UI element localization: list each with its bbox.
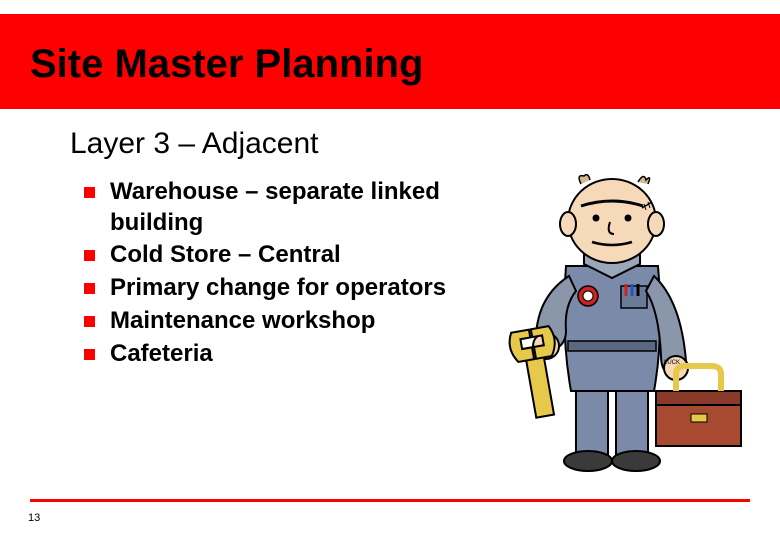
list-item: Maintenance workshop bbox=[70, 306, 460, 337]
bullet-list: Warehouse – separate linked building Col… bbox=[70, 177, 460, 369]
title-bar: Site Master Planning bbox=[0, 14, 780, 109]
page-number: 13 bbox=[28, 512, 40, 524]
list-item: Warehouse – separate linked building bbox=[70, 177, 460, 238]
list-item: Primary change for operators bbox=[70, 273, 460, 304]
list-item: Cafeteria bbox=[70, 339, 460, 370]
list-item: Cold Store – Central bbox=[70, 240, 460, 271]
slide-title: Site Master Planning bbox=[30, 42, 750, 87]
svg-text:LUCK: LUCK bbox=[664, 360, 680, 366]
worker-illustration: LUCK bbox=[466, 136, 756, 486]
footer-divider bbox=[30, 499, 750, 502]
